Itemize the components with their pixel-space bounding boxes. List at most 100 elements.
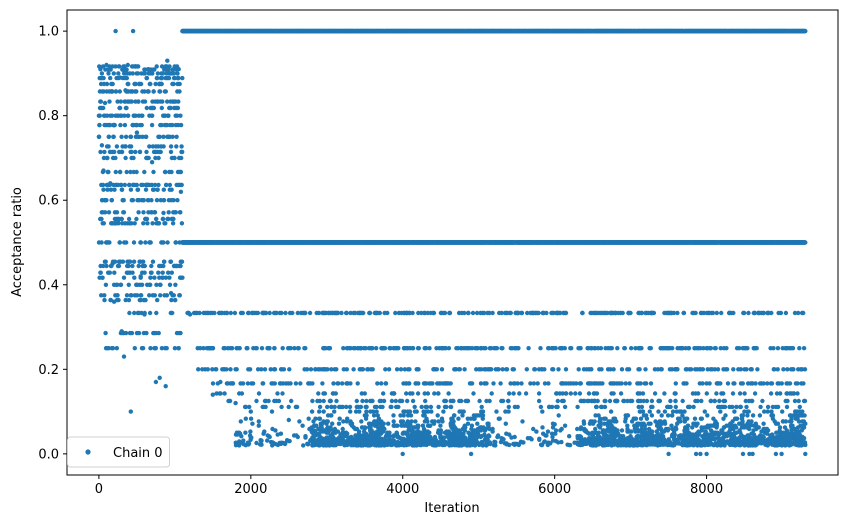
- data-point: [98, 67, 103, 72]
- data-point: [110, 261, 115, 266]
- data-point: [367, 310, 373, 316]
- data-point: [130, 71, 135, 76]
- data-point: [168, 149, 174, 155]
- data-point: [101, 75, 106, 81]
- data-point: [143, 297, 148, 303]
- data-point: [329, 413, 334, 418]
- data-point: [171, 198, 176, 203]
- data-point: [351, 367, 356, 372]
- data-point: [101, 221, 107, 226]
- data-point: [130, 270, 135, 275]
- data-point: [114, 210, 120, 215]
- data-point: [471, 391, 476, 396]
- data-point: [248, 416, 254, 421]
- data-point: [178, 263, 183, 269]
- data-point: [140, 113, 145, 118]
- data-point: [166, 270, 171, 275]
- data-point: [210, 367, 215, 372]
- data-point: [364, 404, 369, 410]
- data-point: [116, 263, 122, 269]
- data-point: [250, 421, 255, 426]
- data-point: [267, 310, 272, 316]
- data-point: [141, 198, 146, 203]
- data-point: [101, 263, 106, 269]
- data-point: [109, 198, 115, 203]
- data-point: [152, 67, 157, 72]
- data-point: [138, 274, 143, 279]
- data-point: [310, 381, 315, 386]
- data-point: [460, 413, 465, 418]
- data-point: [401, 413, 406, 418]
- data-point: [381, 391, 386, 396]
- data-point: [136, 263, 141, 269]
- data-point: [119, 216, 125, 222]
- data-point: [102, 210, 108, 215]
- data-point: [383, 367, 388, 372]
- data-point: [168, 105, 173, 111]
- data-point: [438, 423, 443, 428]
- data-point: [180, 75, 185, 81]
- data-point: [175, 198, 180, 203]
- data-point: [133, 113, 138, 118]
- data-point: [254, 398, 259, 404]
- data-point: [99, 143, 105, 148]
- data-point: [176, 67, 181, 72]
- data-point: [153, 81, 158, 87]
- data-point: [115, 282, 120, 287]
- data-point: [164, 122, 170, 128]
- data-point: [394, 367, 400, 372]
- data-point: [115, 99, 120, 104]
- data-point: [328, 398, 333, 404]
- data-point: [113, 89, 119, 94]
- data-point: [106, 210, 112, 215]
- data-point: [164, 346, 169, 351]
- data-point: [157, 89, 163, 94]
- data-point: [156, 182, 161, 188]
- data-point: [345, 431, 350, 436]
- data-point: [391, 413, 396, 418]
- data-point: [273, 428, 278, 433]
- data-point: [152, 210, 158, 215]
- data-point: [389, 398, 395, 404]
- data-point: [125, 113, 131, 118]
- data-point: [295, 434, 300, 440]
- data-point: [132, 346, 137, 351]
- data-point: [156, 270, 161, 275]
- data-point: [196, 367, 201, 372]
- data-point: [150, 71, 155, 76]
- data-point: [135, 71, 141, 76]
- data-point: [131, 259, 137, 264]
- data-point: [142, 270, 147, 275]
- data-point: [289, 398, 294, 404]
- data-point: [224, 310, 230, 316]
- data-point: [110, 89, 115, 94]
- data-point: [124, 75, 129, 81]
- data-point: [127, 310, 132, 316]
- data-point: [362, 425, 368, 430]
- data-point: [134, 216, 139, 222]
- data-point: [310, 398, 315, 404]
- data-point: [160, 275, 165, 280]
- data-point: [287, 438, 292, 444]
- data-point: [111, 71, 117, 76]
- data-point: [134, 182, 139, 188]
- data-point: [205, 367, 210, 372]
- data-point: [150, 259, 156, 264]
- data-point: [123, 134, 129, 139]
- data-point: [128, 144, 134, 149]
- data-point: [111, 299, 117, 304]
- data-point: [327, 346, 333, 351]
- data-point: [148, 240, 153, 245]
- data-point: [465, 421, 471, 426]
- data-point: [123, 155, 128, 161]
- data-point: [121, 275, 127, 280]
- data-point: [167, 282, 173, 287]
- data-point: [215, 381, 220, 386]
- data-point: [428, 404, 434, 410]
- data-point: [106, 346, 111, 351]
- data-point: [101, 105, 106, 111]
- data-point: [176, 346, 181, 351]
- data-point: [293, 381, 299, 386]
- data-point: [412, 404, 417, 410]
- data-point: [228, 367, 233, 372]
